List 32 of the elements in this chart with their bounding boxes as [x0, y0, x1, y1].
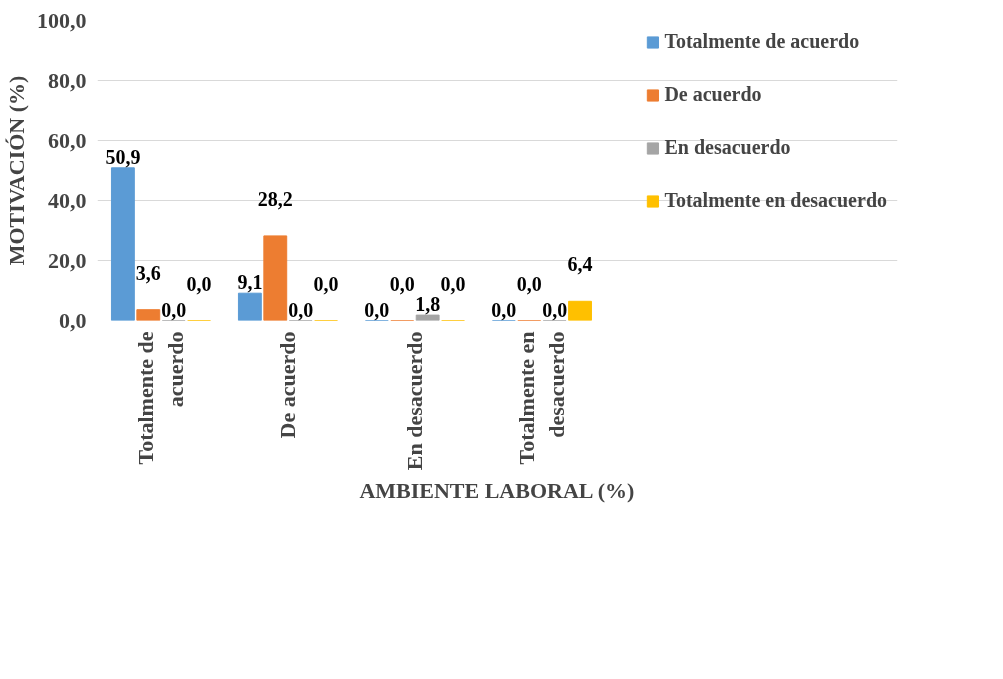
- y-tick-label: 40,0: [48, 187, 87, 213]
- x-tick-label: De acuerdo: [275, 331, 301, 439]
- y-tick-label: 20,0: [48, 247, 87, 273]
- y-tick-label: 60,0: [48, 127, 87, 153]
- y-tick-label: 100,0: [37, 7, 87, 33]
- y-axis-title: MOTIVACIÓN (%): [4, 75, 29, 266]
- data-label: 1,8: [415, 293, 441, 316]
- data-label: 0,0: [288, 298, 314, 321]
- data-label: 0,0: [389, 272, 415, 295]
- data-label: 0,0: [542, 298, 568, 321]
- legend-label: Totalmente de acuerdo: [664, 30, 860, 53]
- x-tick-label: En desacuerdo: [402, 331, 428, 471]
- y-tick-label: 0,0: [59, 307, 87, 333]
- data-label: 0,0: [364, 298, 390, 321]
- data-label: 6,4: [567, 253, 593, 276]
- data-label: 0,0: [491, 298, 517, 321]
- data-label: 0,0: [161, 298, 187, 321]
- x-tick-label: Totalmente de acuerdo: [133, 331, 189, 465]
- data-label: 28,2: [257, 187, 293, 210]
- legend-label: De acuerdo: [664, 83, 762, 106]
- legend-label: Totalmente en desacuerdo: [664, 189, 887, 212]
- data-label: 0,0: [440, 272, 466, 295]
- legend-label: En desacuerdo: [664, 136, 791, 159]
- data-label: 0,0: [313, 272, 339, 295]
- x-axis-title: AMBIENTE LABORAL (%): [359, 478, 635, 504]
- data-label: 3,6: [135, 261, 161, 284]
- y-tick-label: 80,0: [48, 67, 87, 93]
- data-label: 9,1: [237, 271, 263, 294]
- data-label: 0,0: [186, 272, 212, 295]
- x-tick-label: Totalmente en desacuerdo: [514, 331, 570, 465]
- data-label: 0,0: [516, 272, 542, 295]
- data-label: 50,9: [105, 145, 141, 168]
